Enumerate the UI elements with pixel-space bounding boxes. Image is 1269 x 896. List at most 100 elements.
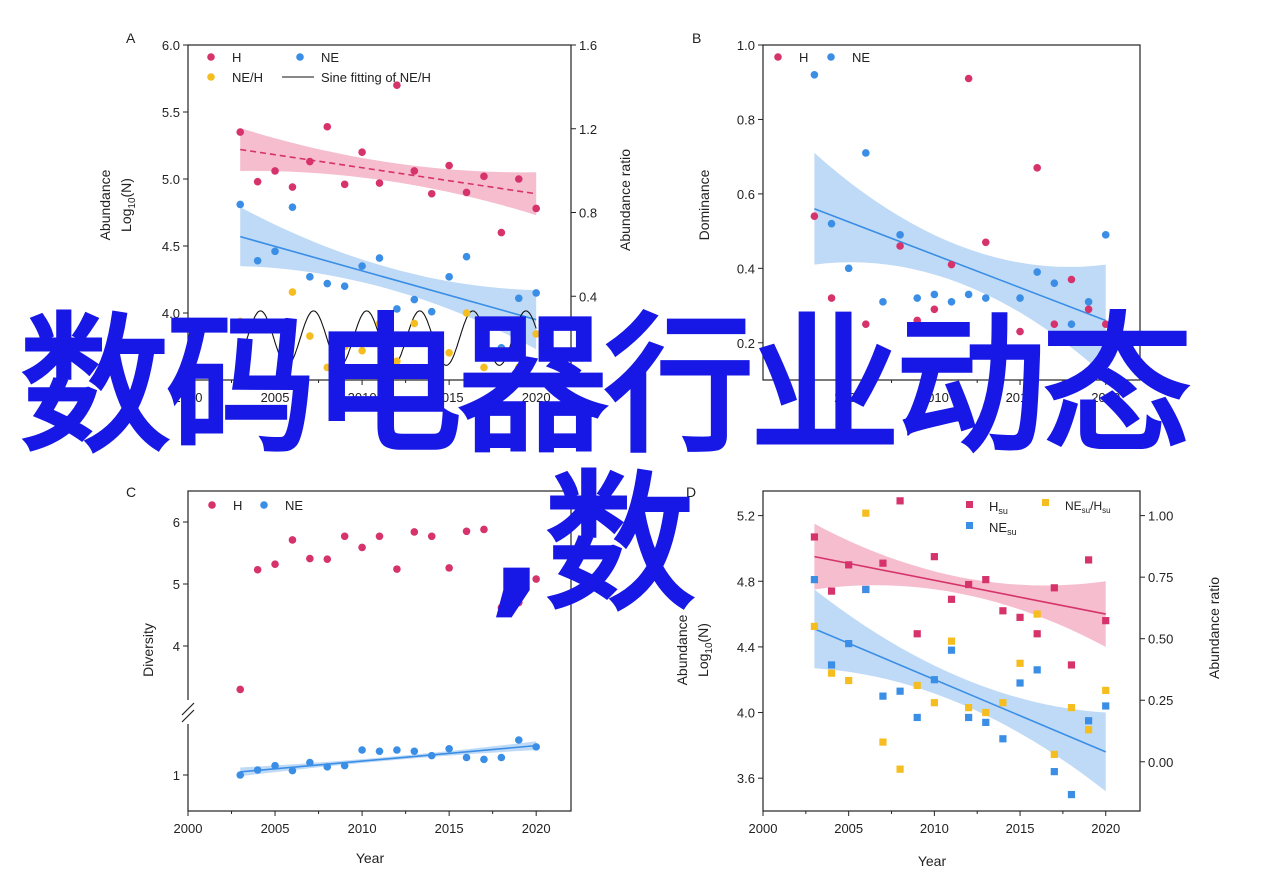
legend-sine-label: Sine fitting of NE/H bbox=[321, 70, 431, 85]
panel-b-y-tick-label: 0.6 bbox=[737, 187, 755, 202]
panel-d-x-tick-label: 2020 bbox=[1091, 821, 1120, 836]
panel-c: C 2000 2005 2010 2015 2020 1 4 5 6 H NE Diversit… bbox=[126, 484, 572, 866]
h-point bbox=[288, 183, 297, 191]
ne-point bbox=[964, 290, 973, 299]
legend-ratio-label: NEsu/Hsu bbox=[1065, 499, 1111, 515]
h-point bbox=[445, 161, 453, 170]
hsu-point bbox=[999, 607, 1007, 615]
hsu-point bbox=[879, 559, 887, 567]
h-point bbox=[1016, 327, 1024, 336]
nesu-point bbox=[999, 735, 1007, 743]
ne-h-point bbox=[306, 332, 314, 340]
panel-a-ylabel-line2: Log10(N) bbox=[118, 178, 138, 232]
ne-point bbox=[999, 331, 1007, 340]
legend-nesu-label: NEsu bbox=[989, 520, 1017, 537]
h-point bbox=[532, 204, 540, 213]
h-point bbox=[236, 128, 245, 136]
ne-h-point bbox=[236, 317, 245, 326]
panel-a-x-tick-label: 2020 bbox=[522, 390, 551, 405]
ne-h-point bbox=[271, 325, 279, 334]
h-point bbox=[271, 167, 279, 175]
ne-point bbox=[375, 747, 384, 756]
ne-point bbox=[253, 766, 262, 774]
panel-a-x-tick-label: 2010 bbox=[348, 390, 377, 405]
ne-point bbox=[271, 247, 279, 256]
ne-h-point bbox=[323, 363, 332, 372]
ratio-point bbox=[930, 699, 938, 707]
h-point bbox=[947, 260, 956, 269]
panel-d-y2-tick-label: 1.00 bbox=[1148, 509, 1173, 524]
hsu-point bbox=[965, 580, 973, 589]
h-point bbox=[462, 527, 471, 536]
panel-a: A 2000 2005 2010 2015 2020 4.0 4.5 5.0 5.5 6.0 0.4… bbox=[97, 30, 633, 405]
h-point bbox=[497, 228, 506, 237]
h-point bbox=[862, 320, 870, 328]
panel-b-y-tick-label: 0.8 bbox=[737, 112, 755, 127]
h-point bbox=[480, 525, 488, 534]
legend-h-label: H bbox=[233, 498, 242, 513]
legend-hsu-label: Hsu bbox=[989, 499, 1008, 516]
h-point bbox=[532, 575, 540, 583]
panel-b-y-tick-label: 1.0 bbox=[737, 38, 755, 53]
ratio-point bbox=[862, 509, 870, 517]
panel-b-frame bbox=[762, 44, 1141, 381]
legend-ne-marker bbox=[260, 501, 268, 509]
ne-point bbox=[410, 747, 419, 756]
ne-point bbox=[862, 149, 870, 157]
panel-a-y2-tick-label: 1.2 bbox=[579, 122, 597, 137]
panel-d-y-tick-label: 5.2 bbox=[737, 509, 755, 524]
legend-ratio-marker bbox=[1042, 499, 1049, 506]
hsu-point bbox=[1102, 617, 1110, 625]
ne-point bbox=[427, 307, 436, 316]
h-point bbox=[497, 603, 506, 612]
h-point bbox=[358, 148, 366, 156]
h-point bbox=[810, 212, 819, 221]
panel-a-y2-tick-label: 0.8 bbox=[579, 206, 597, 221]
panel-b-letter: B bbox=[692, 30, 701, 46]
ratio-point bbox=[896, 765, 904, 773]
legend-h-marker bbox=[774, 53, 782, 61]
nesu-point bbox=[1016, 679, 1024, 687]
h-point bbox=[964, 74, 973, 83]
ne-point bbox=[306, 758, 314, 767]
h-point bbox=[306, 554, 314, 563]
panel-a-y2-tick-label: 0.4 bbox=[579, 289, 597, 304]
panel-d-legend: Hsu NEsu/Hsu NEsu bbox=[966, 499, 1111, 537]
panel-a-y-tick-label: 5.5 bbox=[162, 105, 180, 120]
h-point bbox=[236, 685, 245, 694]
ne-point bbox=[410, 295, 419, 304]
panel-c-x-tick-label: 2010 bbox=[348, 821, 377, 836]
ne-point bbox=[810, 70, 819, 79]
ne-point bbox=[445, 273, 453, 281]
ne-point bbox=[393, 305, 401, 313]
h-point bbox=[1033, 164, 1041, 172]
h-point bbox=[358, 543, 366, 552]
panel-a-y-tick-label: 4.5 bbox=[162, 239, 180, 254]
ratio-point bbox=[999, 699, 1007, 707]
ne-point bbox=[497, 753, 506, 762]
panel-c-y-tick-label: 6 bbox=[173, 515, 180, 530]
hsu-fit-line bbox=[814, 555, 1106, 615]
panel-c-x-tick-label: 2020 bbox=[522, 821, 551, 836]
h-point bbox=[306, 157, 314, 166]
ne-point bbox=[462, 252, 471, 261]
ne-point bbox=[340, 282, 349, 291]
panel-c-x-tick-label: 2000 bbox=[174, 821, 203, 836]
panel-d-ylabel-line1: Abundance bbox=[674, 614, 690, 685]
panel-a-letter: A bbox=[126, 30, 136, 46]
ne-point bbox=[514, 294, 523, 303]
legend-h-marker bbox=[207, 53, 215, 61]
ne-point bbox=[340, 761, 349, 770]
hsu-point bbox=[1033, 630, 1041, 638]
panel-d-y2label: Abundance ratio bbox=[1206, 577, 1222, 679]
ne-h-point bbox=[358, 346, 366, 355]
panel-d-ylabel-line2: Log10(N) bbox=[695, 623, 715, 677]
panel-c-x-tick-label: 2005 bbox=[261, 821, 290, 836]
nesu-point bbox=[1033, 666, 1041, 674]
ne-point bbox=[1033, 268, 1041, 276]
hsu-point bbox=[896, 497, 904, 505]
h-point bbox=[288, 536, 297, 544]
hsu-point bbox=[1067, 661, 1076, 669]
panel-d-x-tick-label: 2000 bbox=[749, 821, 778, 836]
